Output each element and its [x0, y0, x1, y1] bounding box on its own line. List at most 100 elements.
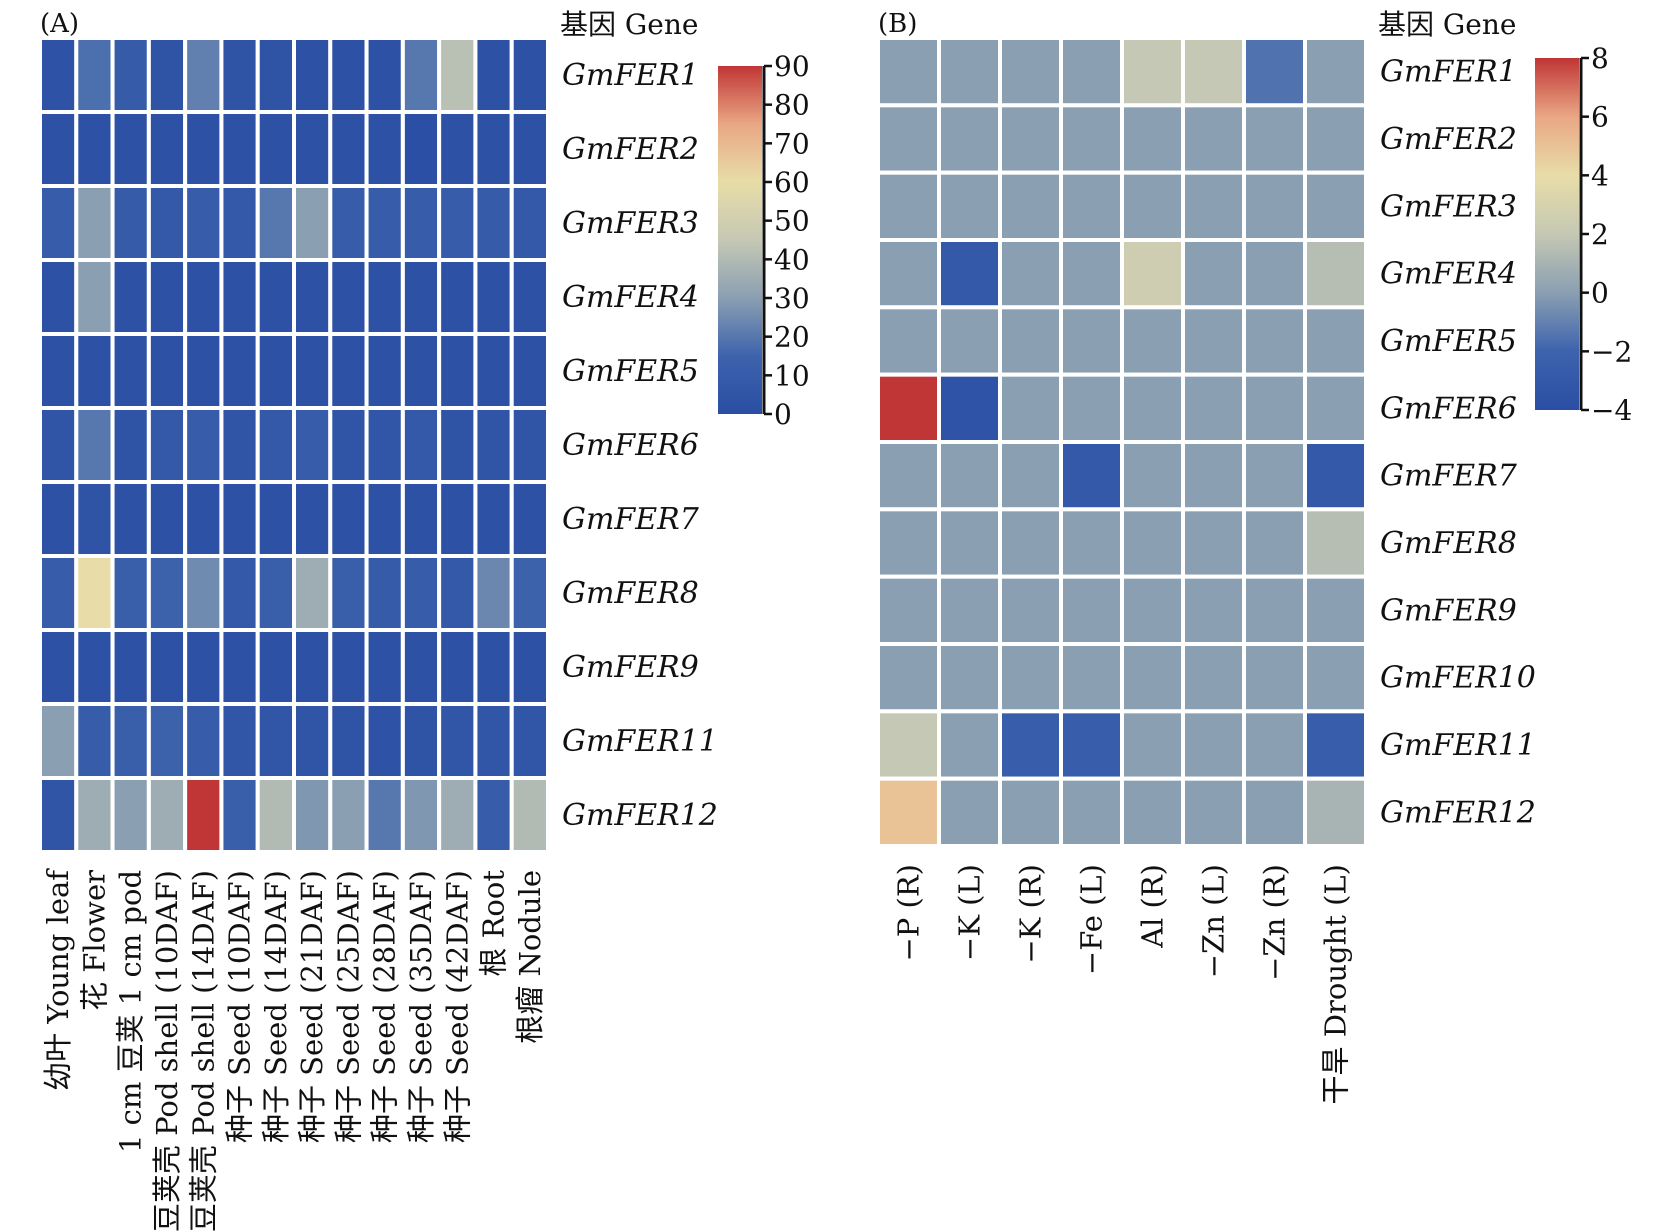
heatmap-cell — [328, 36, 369, 114]
panel-b-colorbar-ticks: 8 6 4 2 0 −2 −4 — [1581, 42, 1632, 427]
heatmap-cell — [1181, 507, 1246, 579]
heatmap-cell — [255, 554, 297, 632]
heatmap-cell — [473, 554, 514, 632]
heatmap-cell — [74, 480, 115, 558]
heatmap-cell — [998, 709, 1063, 781]
row-label: GmFER9 — [562, 650, 699, 685]
heatmap-cell — [1181, 574, 1246, 647]
heatmap-cell — [400, 110, 442, 188]
heatmap-cell — [219, 184, 260, 262]
heatmap-cell — [74, 110, 115, 188]
colorbar-tick-label: 4 — [1591, 159, 1609, 192]
heatmap-cell — [937, 36, 1002, 108]
heatmap-cell — [110, 110, 151, 188]
heatmap-cell — [1242, 170, 1307, 243]
heatmap-cell — [1120, 103, 1185, 175]
heatmap-cell — [1303, 372, 1368, 444]
colorbar-tick-label: 30 — [774, 282, 810, 315]
heatmap-cell — [255, 332, 297, 410]
heatmap-cell — [255, 776, 297, 854]
heatmap-cell — [1181, 305, 1246, 377]
heatmap-cell — [255, 184, 297, 262]
heatmap-cell — [219, 258, 260, 336]
heatmap-cell — [219, 702, 260, 780]
colorbar-tick-label: 6 — [1591, 101, 1609, 134]
heatmap-cell — [255, 258, 297, 336]
heatmap-cell — [1303, 170, 1368, 243]
colorbar-tick-label: −4 — [1591, 394, 1632, 427]
panel-b-column-labels: −P (R) −K (L) −K (R) −Fe (L) Al (R) −Zn (L) −Z… — [892, 864, 1353, 1104]
heatmap-cell — [74, 184, 115, 262]
panel-a-row-labels: GmFER1 GmFER2 GmFER3 GmFER4 GmFER5 GmFER6 GmFE… — [562, 58, 718, 833]
heatmap-cell — [437, 110, 478, 188]
heatmap-cell — [328, 554, 369, 632]
heatmap-cell — [364, 110, 405, 188]
heatmap-cell — [1059, 305, 1124, 377]
heatmap-cell — [876, 776, 941, 849]
heatmap-cell — [876, 103, 941, 175]
heatmap-cell — [1120, 372, 1185, 444]
heatmap-cell — [1181, 440, 1246, 512]
heatmap-cell — [473, 184, 514, 262]
row-label: GmFER4 — [562, 280, 699, 315]
heatmap-cell — [292, 702, 333, 780]
heatmap-cell — [1059, 36, 1124, 108]
heatmap-cell — [400, 480, 442, 558]
heatmap-cell — [1181, 642, 1246, 714]
heatmap-cell — [38, 110, 79, 188]
colorbar-tick-label: 10 — [774, 359, 810, 392]
heatmap-cell — [998, 776, 1063, 849]
heatmap-cell — [937, 642, 1002, 714]
heatmap-cell — [74, 776, 115, 854]
panel-b-label: (B) — [878, 9, 917, 39]
row-label: GmFER3 — [1380, 189, 1517, 224]
heatmap-cell — [473, 332, 514, 410]
heatmap-cell — [1242, 574, 1307, 647]
heatmap-cell — [400, 628, 442, 706]
heatmap-cell — [110, 184, 151, 262]
heatmap-cell — [38, 332, 79, 410]
heatmap-cell — [1120, 440, 1185, 512]
column-label: 种子 Seed (35DAF) — [404, 870, 438, 1143]
heatmap-cell — [876, 440, 941, 512]
heatmap-cell — [437, 332, 478, 410]
row-label: GmFER12 — [562, 798, 718, 833]
heatmap-cell — [38, 702, 79, 780]
heatmap-cell — [183, 110, 224, 188]
row-label: GmFER11 — [562, 724, 718, 759]
column-label: 根瘤 Nodule — [513, 870, 547, 1044]
heatmap-cell — [364, 36, 405, 114]
heatmap-cell — [110, 406, 151, 484]
row-label: GmFER5 — [562, 354, 699, 389]
column-label: 豆荚壳 Pod shell (14DAF) — [186, 870, 220, 1232]
heatmap-cell — [473, 628, 514, 706]
colorbar-tick-label: 60 — [774, 166, 810, 199]
heatmap-cell — [364, 332, 405, 410]
row-label: GmFER11 — [1380, 728, 1536, 763]
row-label: GmFER6 — [562, 428, 699, 463]
heatmap-cell — [473, 702, 514, 780]
heatmap-cell — [364, 258, 405, 336]
column-label: 种子 Seed (21DAF) — [295, 870, 329, 1143]
heatmap-cell — [1120, 170, 1185, 243]
heatmap-cell — [110, 480, 151, 558]
heatmap-cell — [183, 36, 224, 114]
heatmap-cell — [38, 480, 79, 558]
column-label: 种子 Seed (10DAF) — [223, 870, 257, 1143]
heatmap-cell — [219, 554, 260, 632]
heatmap-cell — [876, 238, 941, 310]
heatmap-cell — [1242, 507, 1307, 579]
heatmap-cell — [146, 258, 188, 336]
heatmap-cell — [1120, 642, 1185, 714]
column-label: 种子 Seed (42DAF) — [440, 870, 474, 1143]
heatmap-cell — [937, 440, 1002, 512]
heatmap-cell — [998, 170, 1063, 243]
heatmap-cell — [146, 480, 188, 558]
heatmap-cell — [255, 406, 297, 484]
heatmap-cell — [1120, 709, 1185, 781]
heatmap-cell — [1120, 776, 1185, 849]
heatmap-cell — [74, 702, 115, 780]
column-label: −K (L) — [953, 864, 987, 961]
panel-b-colorbar: 8 6 4 2 0 −2 −4 — [1535, 42, 1632, 427]
heatmap-cell — [292, 406, 333, 484]
